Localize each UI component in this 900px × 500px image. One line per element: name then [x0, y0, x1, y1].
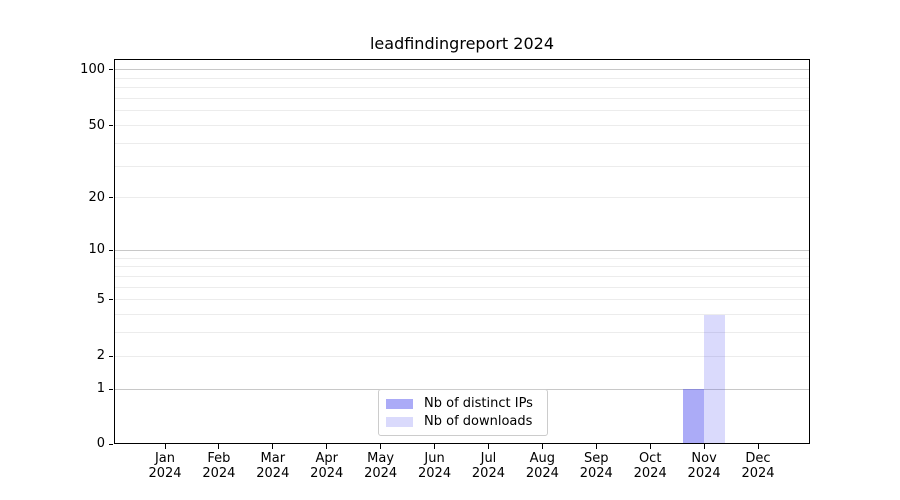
x-tick-mark — [164, 444, 166, 449]
x-tick-month: Oct — [638, 451, 662, 466]
x-tick-month: Sep — [584, 451, 609, 466]
x-tick-month: Jan — [154, 451, 176, 466]
y-tick-mark — [109, 299, 113, 301]
x-tick-mark — [595, 444, 597, 449]
gridline-minor — [115, 257, 809, 259]
x-tick-label: Nov 2024 — [676, 451, 732, 481]
gridline-major — [115, 69, 809, 71]
x-tick-label: Oct 2024 — [622, 451, 678, 481]
gridline-minor — [115, 355, 809, 357]
x-tick-year: 2024 — [364, 466, 398, 481]
y-tick-mark — [109, 197, 113, 199]
legend-swatch-downloads — [386, 416, 413, 427]
y-tick-mark — [109, 69, 113, 71]
x-tick-year: 2024 — [687, 466, 721, 481]
gridline-major — [115, 249, 809, 251]
x-tick-label: Dec 2024 — [730, 451, 786, 481]
y-tick-label: 100 — [80, 61, 105, 77]
legend-item-downloads: Nb of downloads — [386, 413, 539, 430]
x-tick-year: 2024 — [418, 466, 452, 481]
x-tick-label: Apr 2024 — [299, 451, 355, 481]
x-tick-month: Aug — [529, 451, 556, 466]
x-tick-month: Jul — [480, 451, 497, 466]
x-tick-label: May 2024 — [353, 451, 409, 481]
x-tick-year: 2024 — [471, 466, 505, 481]
x-tick-mark — [434, 444, 436, 449]
x-tick-month: Feb — [207, 451, 231, 466]
x-tick-label: Mar 2024 — [245, 451, 301, 481]
x-tick-mark — [541, 444, 543, 449]
y-tick-label: 1 — [96, 381, 105, 397]
y-tick-label: 5 — [96, 291, 105, 307]
gridline-minor — [115, 110, 809, 112]
legend-swatch-distinct-ips — [386, 398, 413, 409]
x-tick-month: Apr — [315, 451, 338, 466]
y-tick-label: 20 — [88, 189, 105, 205]
x-tick-year: 2024 — [256, 466, 290, 481]
x-tick-month: May — [367, 451, 395, 466]
y-tick-label: 2 — [96, 348, 105, 364]
x-tick-label: Sep 2024 — [568, 451, 624, 481]
x-tick-mark — [487, 444, 489, 449]
y-tick-mark — [109, 249, 113, 251]
gridline-minor — [115, 266, 809, 268]
x-tick-label: Jan 2024 — [137, 451, 193, 481]
gridline-minor — [115, 98, 809, 100]
y-tick-label: 50 — [88, 117, 105, 133]
gridline-minor — [115, 197, 809, 199]
legend-label-distinct-ips: Nb of distinct IPs — [424, 396, 533, 411]
y-tick-mark — [109, 125, 113, 127]
x-tick-month: Mar — [260, 451, 286, 466]
gridline-minor — [115, 87, 809, 89]
gridline-minor — [115, 314, 809, 316]
x-tick-mark — [272, 444, 274, 449]
y-tick-label: 10 — [88, 242, 105, 258]
x-tick-year: 2024 — [148, 466, 182, 481]
y-tick-mark — [109, 443, 113, 445]
y-tick-mark — [109, 388, 113, 390]
y-tick-label: 0 — [96, 436, 105, 451]
y-tick-mark — [109, 355, 113, 357]
gridline-minor — [115, 142, 809, 144]
gridline-minor — [115, 77, 809, 79]
x-tick-mark — [649, 444, 651, 449]
x-tick-year: 2024 — [525, 466, 559, 481]
gridline-minor — [115, 286, 809, 288]
chart-title: leadfindingreport 2024 — [369, 34, 555, 53]
x-tick-label: Aug 2024 — [514, 451, 570, 481]
gridline-minor — [115, 299, 809, 301]
bar-nb-of-downloads-nov — [704, 314, 726, 444]
x-tick-label: Jun 2024 — [407, 451, 463, 481]
x-tick-year: 2024 — [741, 466, 775, 481]
x-tick-label: Jul 2024 — [460, 451, 516, 481]
x-tick-year: 2024 — [310, 466, 344, 481]
x-tick-mark — [380, 444, 382, 449]
x-tick-mark — [218, 444, 220, 449]
bar-nb-of-distinct-ips-nov — [683, 389, 705, 444]
x-tick-mark — [326, 444, 328, 449]
x-tick-year: 2024 — [202, 466, 236, 481]
legend: Nb of distinct IPs Nb of downloads — [378, 389, 548, 436]
x-tick-mark — [703, 444, 705, 449]
gridline-minor — [115, 125, 809, 127]
x-tick-month: Jun — [424, 451, 445, 466]
gridline-minor — [115, 275, 809, 277]
x-tick-year: 2024 — [579, 466, 613, 481]
x-tick-month: Nov — [691, 451, 717, 466]
x-tick-year: 2024 — [633, 466, 667, 481]
legend-label-downloads: Nb of downloads — [424, 414, 533, 429]
x-tick-label: Feb 2024 — [191, 451, 247, 481]
gridline-minor — [115, 332, 809, 334]
x-tick-mark — [757, 444, 759, 449]
gridline-minor — [115, 165, 809, 167]
x-tick-month: Dec — [745, 451, 771, 466]
legend-item-distinct-ips: Nb of distinct IPs — [386, 395, 539, 412]
